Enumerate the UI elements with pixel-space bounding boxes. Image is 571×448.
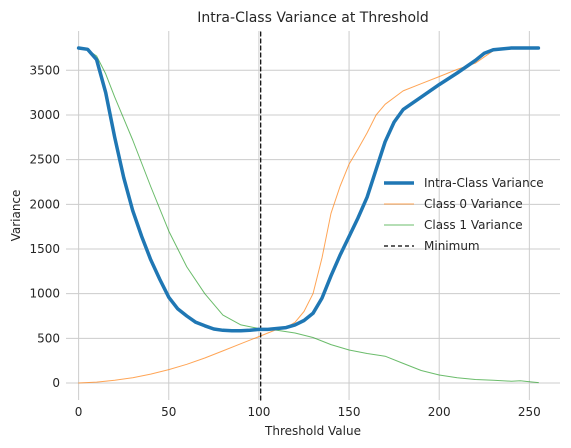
series-line-2 xyxy=(78,47,539,384)
x-tick-label: 100 xyxy=(247,405,270,419)
x-tick-label: 200 xyxy=(428,405,451,419)
y-tick-label: 1000 xyxy=(29,287,60,301)
y-tick-label: 2500 xyxy=(29,153,60,167)
legend-label-0: Intra-Class Variance xyxy=(424,176,544,190)
y-tick-label: 2000 xyxy=(29,197,60,211)
legend-label-3: Minimum xyxy=(424,239,480,253)
y-tick-label: 3500 xyxy=(29,63,60,77)
tick-labels: 0 50 100 150 200 2500500100015002000250030003… xyxy=(29,63,540,419)
y-tick-label: 500 xyxy=(37,331,60,345)
x-tick-label: 0 xyxy=(75,405,83,419)
legend-label-2: Class 1 Variance xyxy=(424,218,523,232)
grid xyxy=(66,31,560,400)
series-line-0 xyxy=(76,46,541,333)
chart-title: Intra-Class Variance at Threshold xyxy=(197,10,429,26)
legend: Intra-Class Variance Class 0 Variance Clas… xyxy=(384,176,544,253)
series-layer xyxy=(76,30,541,401)
x-axis-label: Threshold Value xyxy=(264,424,361,438)
y-tick-label: 1500 xyxy=(29,242,60,256)
x-tick-label: 250 xyxy=(518,405,541,419)
x-tick-label: 150 xyxy=(338,405,361,419)
y-tick-label: 0 xyxy=(52,376,60,390)
y-axis-label: Variance xyxy=(9,190,23,242)
legend-label-1: Class 0 Variance xyxy=(424,197,523,211)
x-tick-label: 50 xyxy=(161,405,176,419)
plot-area xyxy=(66,31,560,400)
series-line-1 xyxy=(78,46,539,384)
y-tick-label: 3000 xyxy=(29,108,60,122)
